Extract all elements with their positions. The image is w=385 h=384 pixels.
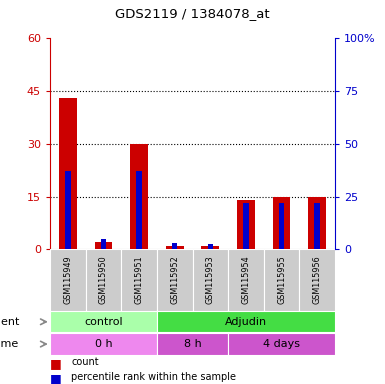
Bar: [50, 311, 157, 333]
Bar: [300, 249, 335, 311]
Bar: [208, 244, 213, 249]
Text: count: count: [71, 357, 99, 367]
Text: time: time: [0, 339, 19, 349]
Bar: [237, 200, 255, 249]
Bar: [308, 197, 326, 249]
Bar: [279, 203, 284, 249]
Bar: [130, 144, 148, 249]
Text: GSM115955: GSM115955: [277, 256, 286, 304]
Bar: [243, 203, 249, 249]
Bar: [157, 311, 335, 333]
Bar: [273, 197, 290, 249]
Bar: [50, 249, 85, 311]
Bar: [157, 333, 228, 355]
Text: ■: ■: [50, 372, 62, 384]
Text: 4 days: 4 days: [263, 339, 300, 349]
Text: 0 h: 0 h: [95, 339, 112, 349]
Text: GSM115951: GSM115951: [135, 256, 144, 304]
Text: GSM115952: GSM115952: [170, 256, 179, 304]
Bar: [59, 98, 77, 249]
Bar: [172, 243, 177, 249]
Text: agent: agent: [0, 317, 19, 327]
Text: ■: ■: [50, 357, 62, 370]
Bar: [136, 171, 142, 249]
Bar: [50, 333, 157, 355]
Text: Adjudin: Adjudin: [225, 317, 267, 327]
Text: GSM115949: GSM115949: [64, 256, 72, 304]
Text: control: control: [84, 317, 123, 327]
Bar: [201, 246, 219, 249]
Bar: [95, 242, 112, 249]
Bar: [315, 203, 320, 249]
Bar: [264, 249, 300, 311]
Bar: [228, 249, 264, 311]
Text: GSM115953: GSM115953: [206, 256, 215, 304]
Text: percentile rank within the sample: percentile rank within the sample: [71, 372, 236, 382]
Bar: [121, 249, 157, 311]
Text: GDS2119 / 1384078_at: GDS2119 / 1384078_at: [115, 7, 270, 20]
Bar: [157, 249, 192, 311]
Bar: [228, 333, 335, 355]
Text: GSM115950: GSM115950: [99, 256, 108, 304]
Bar: [192, 249, 228, 311]
Text: GSM115954: GSM115954: [241, 256, 250, 304]
Bar: [101, 239, 106, 249]
Bar: [85, 249, 121, 311]
Text: GSM115956: GSM115956: [313, 256, 321, 304]
Bar: [65, 171, 70, 249]
Bar: [166, 246, 184, 249]
Text: 8 h: 8 h: [184, 339, 201, 349]
